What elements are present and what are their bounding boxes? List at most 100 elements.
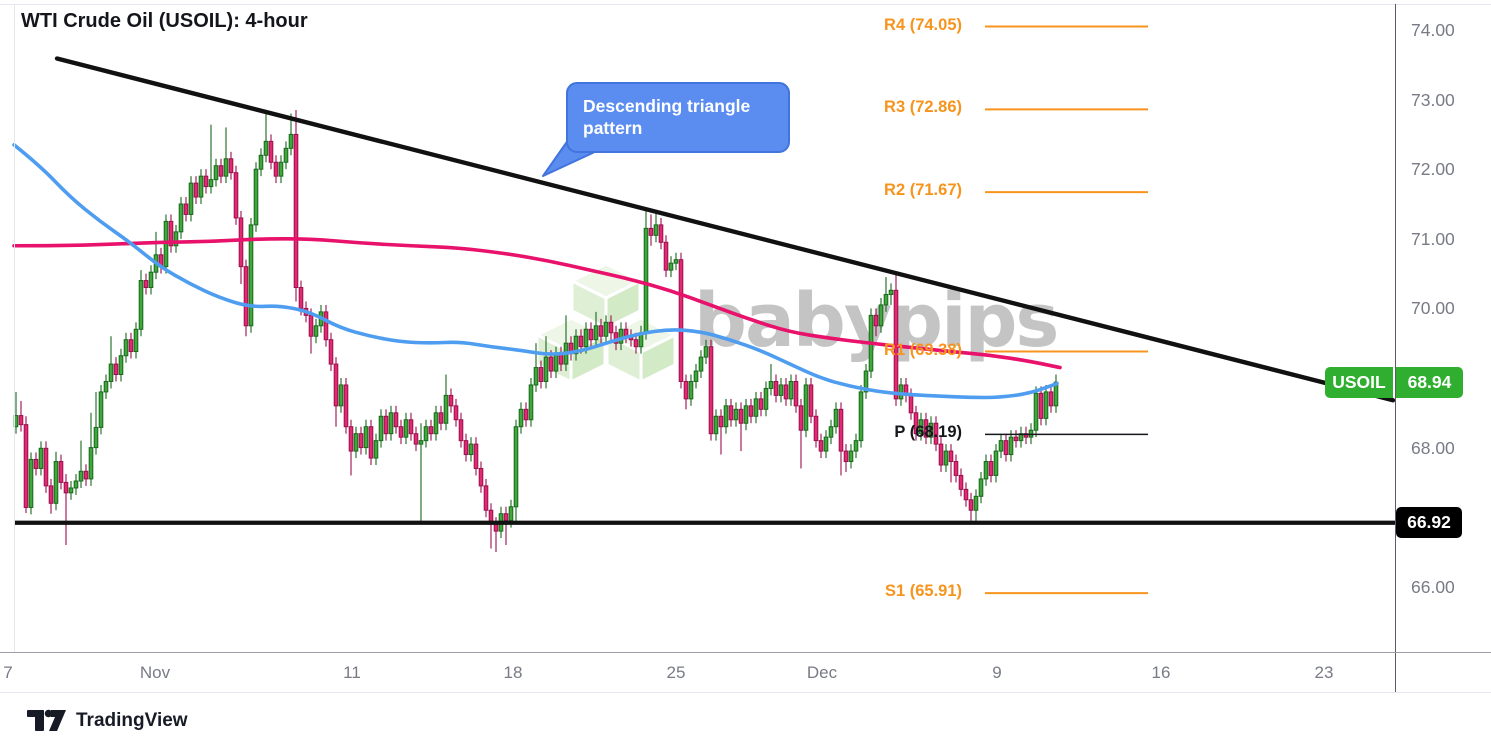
candle (538, 360, 544, 389)
candle (168, 214, 174, 253)
candle (913, 405, 919, 441)
candle (963, 482, 969, 507)
candle (808, 378, 814, 424)
candle (598, 318, 604, 344)
candle (203, 169, 209, 194)
candle (873, 308, 879, 337)
candle (518, 402, 524, 434)
candle (243, 259, 249, 337)
candle (93, 391, 99, 455)
candle (558, 346, 564, 372)
date-axis-label: Nov (139, 663, 171, 682)
candle (773, 374, 779, 403)
candle (23, 416, 29, 514)
candle (83, 464, 89, 486)
candlestick-series (13, 110, 1059, 552)
candle (268, 134, 274, 170)
candle (283, 141, 289, 170)
candle (533, 343, 539, 392)
candle (783, 378, 789, 406)
candle (483, 478, 489, 518)
candle (213, 158, 219, 187)
candle (998, 433, 1004, 459)
candle (413, 426, 419, 452)
candle (108, 336, 114, 389)
candle (693, 364, 699, 389)
candle (153, 231, 159, 280)
candle (118, 348, 124, 382)
ma-blue-fast-line[interactable] (12, 143, 1059, 400)
candle (1003, 433, 1009, 462)
candle (608, 315, 614, 340)
price-axis-border[interactable] (1395, 4, 1396, 692)
date-axis-label: 18 (503, 663, 523, 682)
candle (418, 423, 424, 523)
candle (158, 247, 164, 274)
candle (813, 409, 819, 448)
candle (778, 378, 784, 403)
candle (953, 454, 959, 483)
candle (733, 402, 739, 427)
candle (433, 405, 439, 441)
pivot-level-label-R2: R2 (71.67) (884, 181, 962, 200)
candle (278, 155, 284, 184)
candle (233, 165, 239, 225)
candle (838, 402, 844, 476)
candle (788, 374, 794, 406)
pivot-level-label-P: P (68.19) (894, 423, 962, 442)
candle (73, 474, 79, 495)
candle (398, 419, 404, 445)
candle (408, 412, 414, 441)
candle (958, 468, 964, 497)
candle (478, 461, 484, 493)
candle (28, 452, 34, 515)
candle (228, 151, 234, 180)
price-axis-label: 72.00 (1411, 159, 1455, 180)
ma-pink-slow-line[interactable] (12, 237, 1062, 370)
candle (353, 426, 359, 459)
candle (1053, 374, 1059, 413)
candle (553, 346, 559, 378)
candle (933, 416, 939, 452)
candle (103, 374, 109, 399)
date-axis-label: 9 (992, 663, 1002, 682)
candle (258, 148, 264, 177)
price-axis-label: 70.00 (1411, 298, 1455, 319)
pattern-callout-text: Descending triangle pattern (583, 96, 751, 139)
tradingview-logo-icon (27, 709, 66, 731)
candle (938, 437, 944, 472)
candle (823, 430, 829, 459)
pattern-callout[interactable]: Descending triangle pattern (566, 82, 790, 154)
date-axis-label: 16 (1151, 663, 1171, 682)
candle (488, 503, 494, 549)
candle (333, 357, 339, 427)
date-axis-label: 25 (666, 663, 686, 682)
pivot-level-label-S1: S1 (65.91) (884, 582, 962, 601)
last-price-badge: 68.94 (1396, 366, 1463, 398)
pivot-level-label-R3: R3 (72.86) (884, 98, 962, 117)
descending-trendline[interactable] (54, 56, 1396, 403)
date-axis-bottom-border (0, 692, 1491, 693)
candle (1038, 386, 1044, 426)
candle (148, 265, 154, 295)
tradingview-attribution-link[interactable]: TradingView (27, 708, 188, 734)
candle (588, 322, 594, 347)
candle (918, 412, 924, 441)
candle (383, 409, 389, 441)
candle (698, 350, 704, 378)
date-axis-label: 23 (1314, 663, 1334, 682)
candle (223, 127, 229, 184)
candle (678, 252, 684, 389)
candle (763, 381, 769, 417)
candle (343, 378, 349, 434)
candle (1043, 384, 1049, 426)
candle (368, 419, 374, 465)
candle (758, 391, 764, 417)
candle (883, 277, 889, 312)
price-axis-label: 68.00 (1411, 437, 1455, 458)
candle (58, 454, 64, 490)
candle (253, 162, 259, 232)
candle (293, 110, 299, 302)
